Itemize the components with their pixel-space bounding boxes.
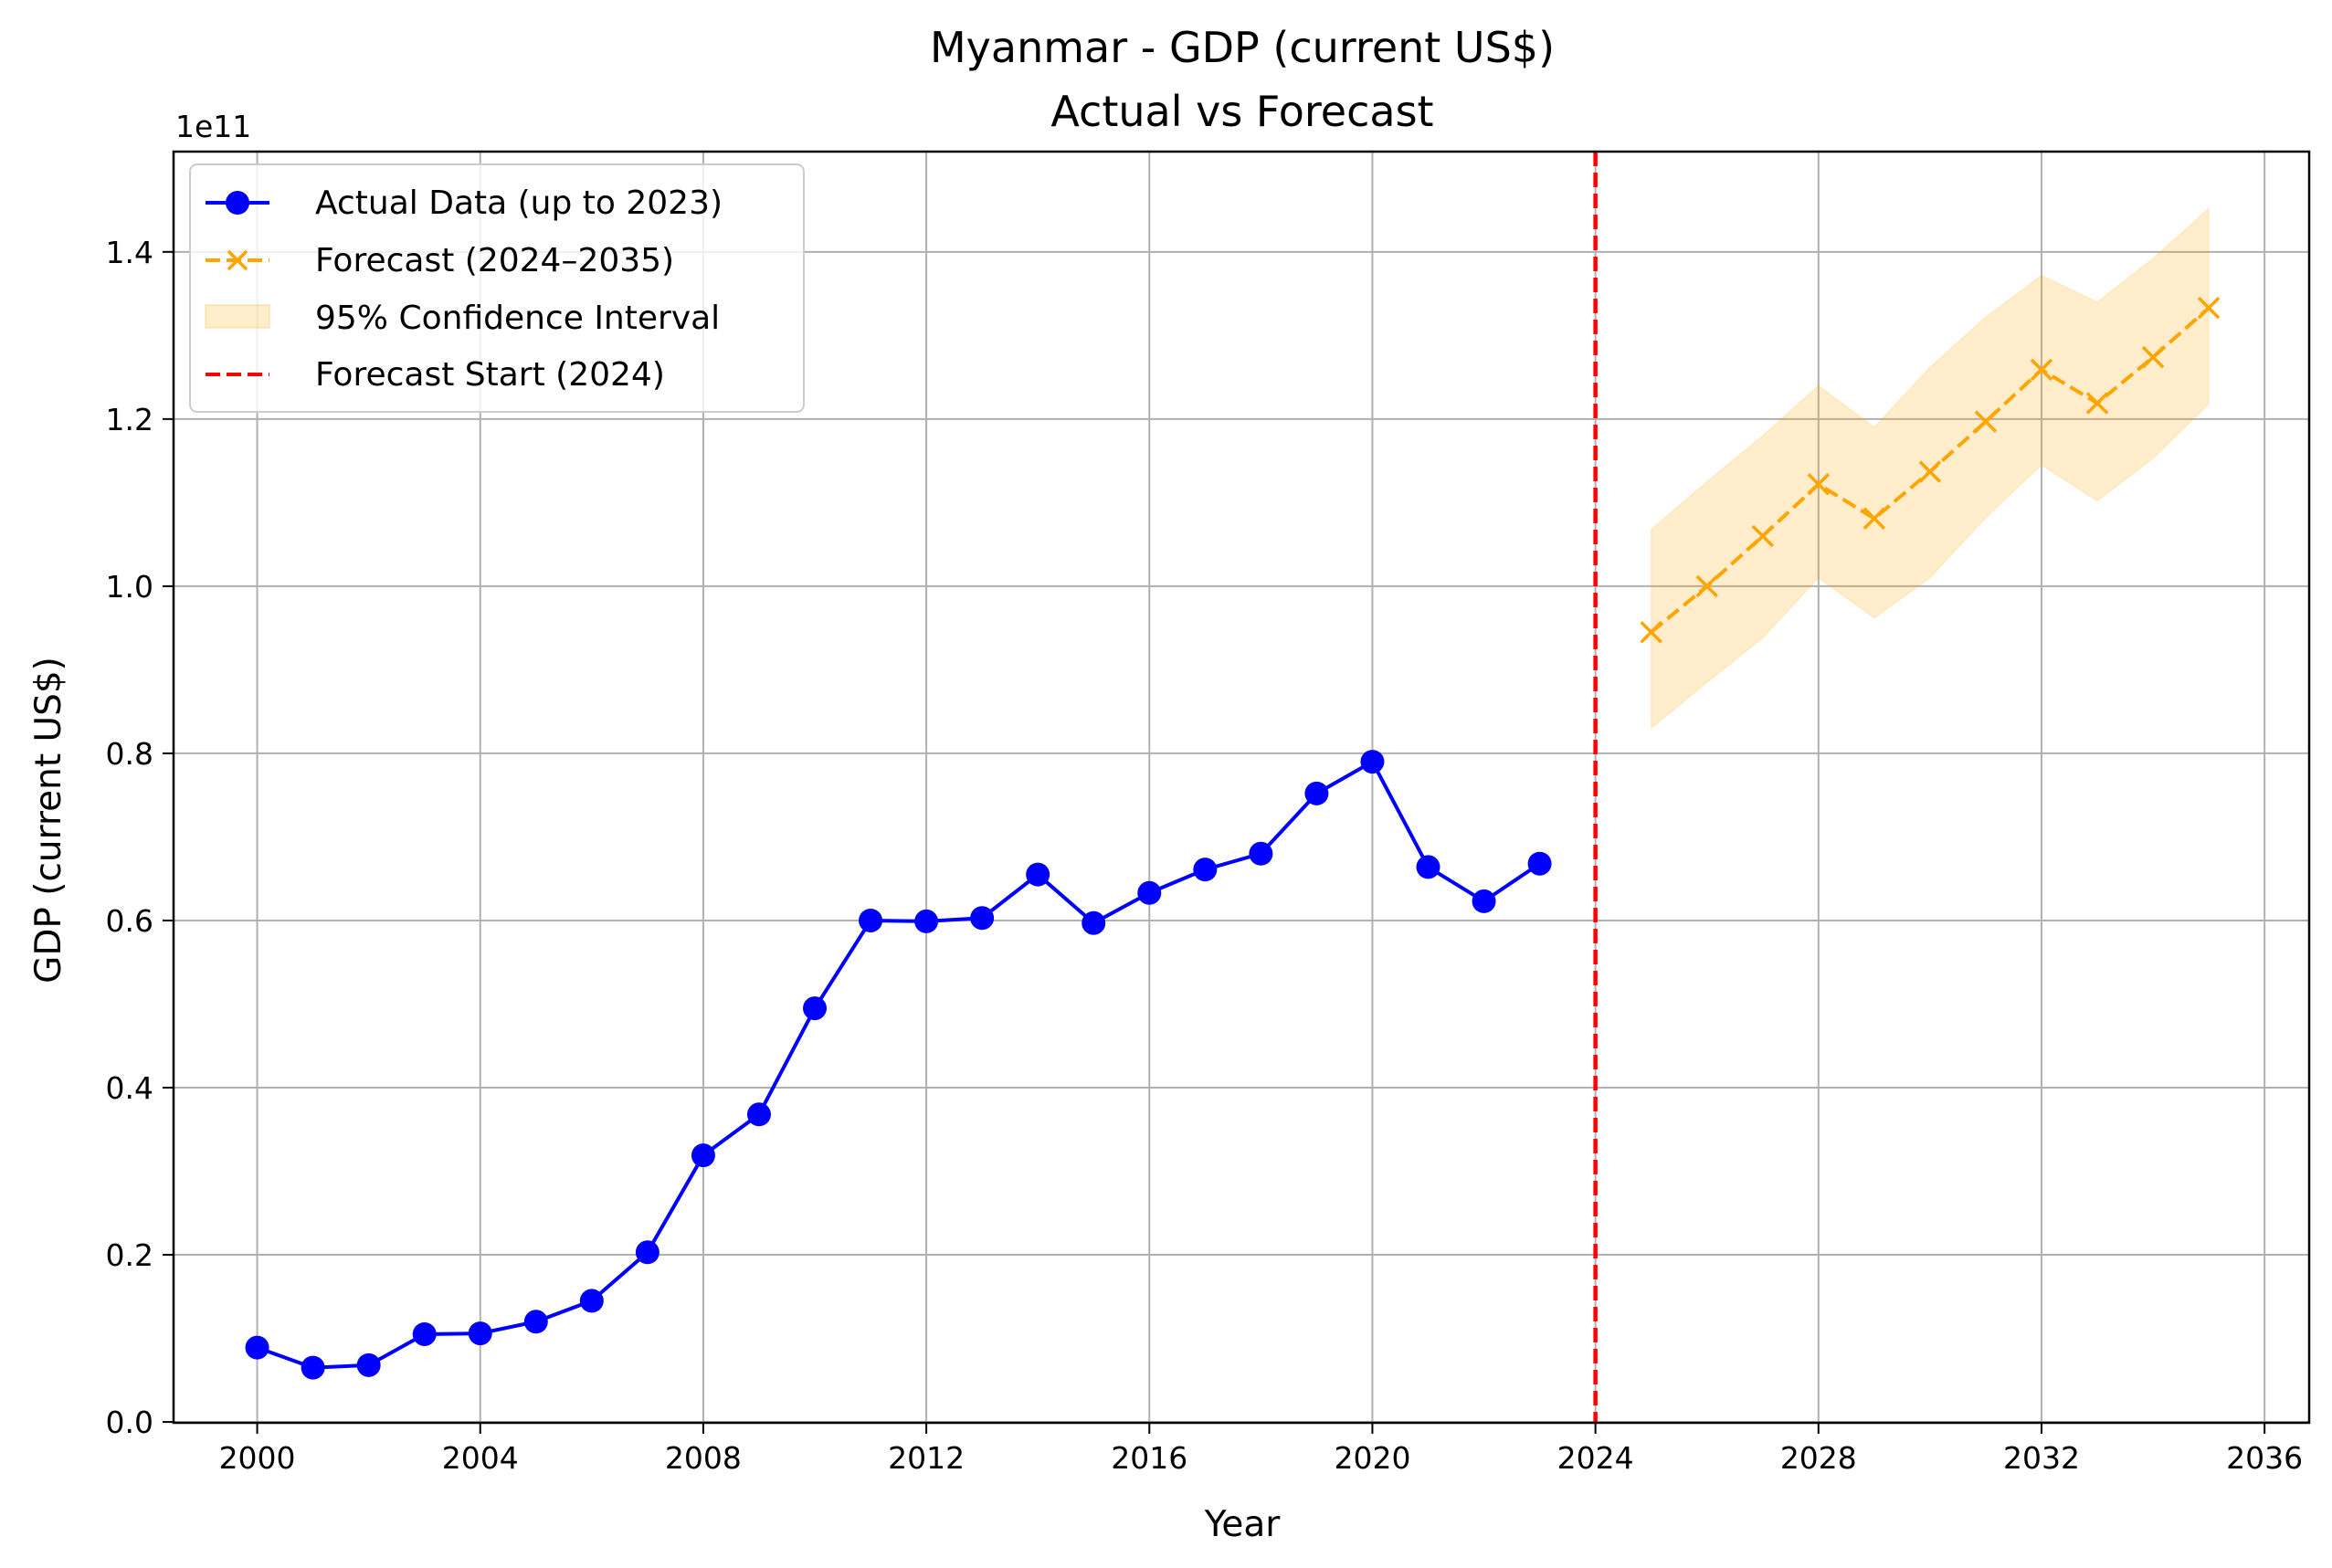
y-tick-label: 1.0 xyxy=(106,569,153,605)
legend-swatch-confidence xyxy=(205,304,270,329)
actual-point xyxy=(1193,858,1218,882)
x-tick-label: 2012 xyxy=(888,1440,965,1476)
x-tick-label: 2036 xyxy=(2226,1440,2303,1476)
forecast-point xyxy=(1751,524,1775,548)
x-tick-label: 2020 xyxy=(1334,1440,1410,1476)
forecast-point xyxy=(2030,358,2053,382)
legend-item-forecast: Forecast (2024–2035) xyxy=(206,242,674,279)
y-tick-label: 0.4 xyxy=(106,1070,153,1106)
forecast-point xyxy=(1807,473,1831,496)
actual-point xyxy=(1249,841,1273,866)
actual-point xyxy=(356,1352,381,1377)
x-axis-label: Year xyxy=(1204,1504,1282,1545)
forecast-point xyxy=(1640,620,1662,644)
chart-title: Myanmar - GDP (current US$) xyxy=(930,23,1555,72)
forecast-point xyxy=(1918,460,1942,483)
legend-label-forecast: Forecast (2024–2035) xyxy=(315,242,674,279)
forecast-point xyxy=(1862,507,1886,531)
y-tick-label: 0.6 xyxy=(106,903,153,939)
actual-point xyxy=(970,906,995,931)
legend-box xyxy=(189,163,805,413)
y-axis-label: GDP (current US$) xyxy=(28,657,69,984)
x-tick-label: 2032 xyxy=(2003,1440,2080,1476)
actual-point xyxy=(1304,781,1329,805)
actual-point xyxy=(1082,910,1106,935)
chart-subtitle: Actual vs Forecast xyxy=(1050,87,1433,136)
actual-point xyxy=(1026,862,1050,887)
actual-point xyxy=(635,1240,660,1265)
axis-ticks: 2000 2004 2008 2012 2016 2020 2024 2028 2032 2036… xyxy=(106,235,2304,1476)
y-tick-label: 1.2 xyxy=(106,402,153,437)
actual-point xyxy=(691,1143,715,1168)
legend-swatch-forecast-marker xyxy=(227,249,248,271)
legend-label-actual: Actual Data (up to 2023) xyxy=(315,184,723,222)
plot-series xyxy=(245,152,2221,1423)
legend-label-confidence: 95% Confidence Interval xyxy=(315,300,720,337)
x-tick-label: 2004 xyxy=(442,1440,519,1476)
actual-point xyxy=(746,1102,771,1127)
actual-point xyxy=(523,1310,548,1334)
y-tick-label: 1.4 xyxy=(106,235,153,270)
y-tick-label: 0.0 xyxy=(106,1405,153,1440)
legend-item-actual: Actual Data (up to 2023) xyxy=(206,184,723,222)
y-tick-label: 0.8 xyxy=(106,736,153,772)
forecast-point xyxy=(1695,574,1718,598)
legend-item-forecast-start: Forecast Start (2024) xyxy=(206,356,665,394)
actual-point xyxy=(1137,880,1162,905)
actual-point xyxy=(412,1321,437,1346)
actual-point xyxy=(579,1289,604,1313)
y-tick-label: 0.2 xyxy=(106,1237,153,1273)
forecast-point xyxy=(2085,392,2109,415)
actual-point xyxy=(1472,889,1496,913)
actual-point xyxy=(859,908,883,932)
forecast-point xyxy=(1974,410,1998,433)
y-scale-label: 1e11 xyxy=(175,109,251,144)
legend-swatch-actual-marker xyxy=(226,191,249,215)
actual-point xyxy=(1416,855,1440,879)
plot-frame xyxy=(172,150,2311,1425)
x-tick-label: 2016 xyxy=(1111,1440,1187,1476)
confidence-band xyxy=(1650,206,2210,731)
x-tick-label: 2000 xyxy=(219,1440,296,1476)
legend-label-forecast-start: Forecast Start (2024) xyxy=(315,356,665,394)
legend-item-confidence: 95% Confidence Interval xyxy=(205,300,720,337)
forecast-point xyxy=(2141,345,2165,369)
actual-point xyxy=(468,1321,492,1346)
actual-point xyxy=(1360,750,1385,774)
x-tick-label: 2024 xyxy=(1557,1440,1634,1476)
actual-point xyxy=(245,1335,269,1360)
forecast-point xyxy=(2197,296,2221,320)
actual-point xyxy=(1527,851,1552,876)
x-tick-label: 2028 xyxy=(1780,1440,1857,1476)
actual-point xyxy=(914,909,939,933)
legend: Actual Data (up to 2023) Forecast (2024–… xyxy=(189,163,805,413)
actual-point xyxy=(301,1355,325,1380)
x-tick-label: 2008 xyxy=(665,1440,742,1476)
actual-point xyxy=(803,996,828,1021)
